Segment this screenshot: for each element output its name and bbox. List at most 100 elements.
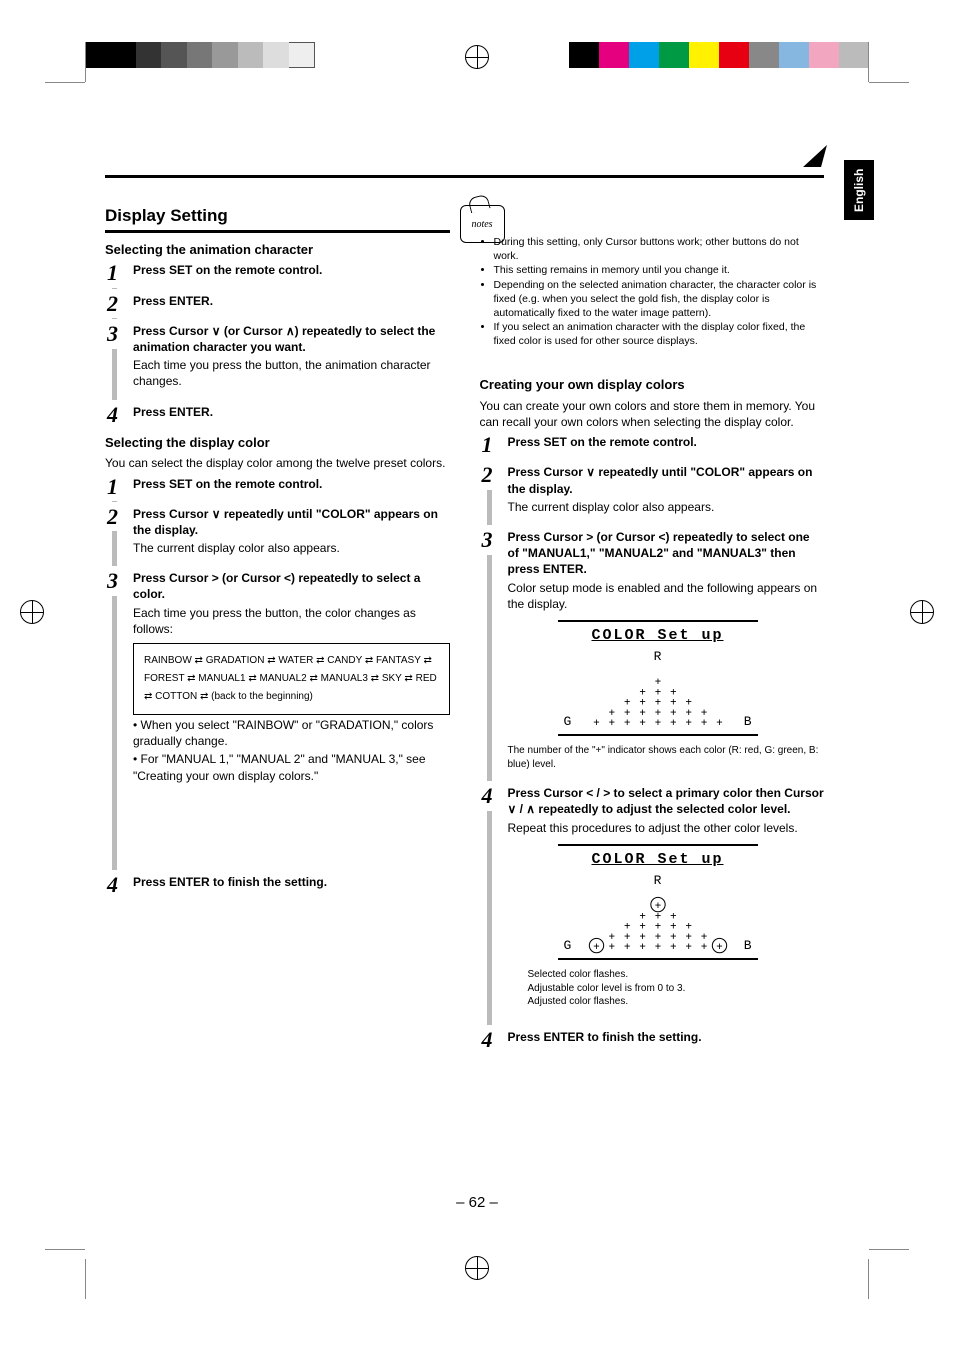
lcd-g-label: G [564,937,572,955]
svg-text:+: + [685,717,691,729]
note-text: • When you select "RAINBOW" or "GRADATIO… [133,717,450,749]
svg-text:+: + [654,900,660,912]
intro-text: You can create your own colors and store… [480,398,825,430]
step-number: 1 [105,472,120,502]
crop-mark [869,82,909,83]
svg-text:+: + [639,686,645,698]
lcd-b-label: B [744,937,752,955]
svg-text:+: + [639,930,645,942]
svg-text:+: + [654,717,660,729]
step-number: 4 [480,781,495,811]
step-text: Press Cursor > (or Cursor <) repeatedly … [133,570,450,602]
crop-mark [45,1249,85,1250]
step-subtext: Each time you press the button, the colo… [133,605,450,637]
step-text: Press Cursor < / > to select a primary c… [508,785,825,817]
svg-text:+: + [639,910,645,922]
steps-animation: 1 Press SET on the remote control. 2 Pre… [105,262,450,419]
step-subtext: Repeat this procedures to adjust the oth… [508,820,825,836]
svg-text:+: + [608,941,614,953]
color-bar-cmyk [569,42,869,68]
step-number: 1 [480,430,495,460]
step-number: 4 [105,400,120,430]
step-text: Press Cursor ∨ repeatedly until "COLOR" … [508,464,825,496]
registration-mark-icon [465,45,489,69]
note-item: During this setting, only Cursor buttons… [494,235,825,263]
svg-text:+: + [685,920,691,932]
svg-text:+: + [685,696,691,708]
step-text: Press Cursor ∨ (or Cursor ∧) repeatedly … [133,323,450,355]
svg-text:+: + [670,920,676,932]
svg-text:+: + [639,696,645,708]
lcd-title: COLOR Set up [564,850,752,870]
note-item: If you select an animation character wit… [494,320,825,348]
step-number: 3 [480,525,495,555]
subheading-color: Selecting the display color [105,434,450,452]
step-number: 3 [105,566,120,596]
step-text: Press Cursor > (or Cursor <) repeatedly … [508,529,825,578]
svg-text:+: + [654,707,660,719]
crop-mark [85,1259,86,1299]
step-number: 2 [105,289,120,319]
step-text: Press ENTER to finish the setting. [508,1029,825,1045]
notes-list: During this setting, only Cursor buttons… [480,235,825,348]
svg-text:+: + [639,707,645,719]
svg-text:+: + [701,941,707,953]
subheading-animation: Selecting the animation character [105,241,450,259]
steps-own-colors: 1 Press SET on the remote control. 2 Pre… [480,434,825,1044]
crop-mark [85,42,86,82]
color-bar-grayscale [85,42,315,68]
lcd-b-label: B [744,713,752,731]
registration-mark-icon [20,600,44,624]
step-number: 4 [480,1025,495,1055]
svg-text:+: + [670,707,676,719]
lcd-caption: The number of the "+" indicator shows ea… [508,744,825,771]
svg-text:+: + [639,920,645,932]
svg-text:+: + [593,941,599,953]
svg-text:+: + [624,696,630,708]
svg-text:+: + [654,686,660,698]
svg-text:+: + [624,707,630,719]
step-text: Press SET on the remote control. [508,434,825,450]
step-number: 3 [105,319,120,349]
step-subtext: Each time you press the button, the anim… [133,357,450,389]
lcd-chart: R G B + ++ +++ ++++ +++++ ++++ [564,650,752,730]
svg-text:+: + [716,941,722,953]
svg-text:+: + [639,941,645,953]
language-tab: English [844,160,874,220]
svg-text:+: + [716,717,722,729]
svg-text:+: + [654,941,660,953]
svg-text:+: + [670,910,676,922]
svg-text:+: + [701,717,707,729]
svg-text:+: + [670,686,676,698]
registration-mark-icon [465,1256,489,1280]
subheading-own-colors: Creating your own display colors [480,376,825,394]
svg-text:+: + [670,717,676,729]
step-number: 2 [105,502,120,532]
svg-text:+: + [593,717,599,729]
svg-text:+: + [654,676,660,688]
svg-text:+: + [608,930,614,942]
step-subtext: Color setup mode is enabled and the foll… [508,580,825,612]
right-column: During this setting, only Cursor buttons… [480,205,825,1059]
section-title: Display Setting [105,205,450,233]
annotation-text: Selected color flashes. [528,968,825,982]
lcd-display: COLOR Set up R G B + ++ +++ ++++ [558,620,758,736]
step-text: Press ENTER. [133,293,450,309]
svg-text:+: + [608,717,614,729]
svg-text:+: + [624,920,630,932]
svg-text:+: + [608,707,614,719]
step-text: Press SET on the remote control. [133,476,450,492]
page-number: – 62 – [0,1194,954,1211]
svg-text:+: + [685,941,691,953]
svg-text:+: + [701,930,707,942]
step-text: Press ENTER to finish the setting. [133,874,450,890]
svg-text:+: + [701,707,707,719]
svg-text:+: + [654,696,660,708]
svg-text:+: + [670,941,676,953]
print-marks-top [0,30,954,100]
svg-text:+: + [670,930,676,942]
svg-text:+: + [685,707,691,719]
svg-text:+: + [654,930,660,942]
svg-text:+: + [624,930,630,942]
step-text: Press SET on the remote control. [133,262,450,278]
